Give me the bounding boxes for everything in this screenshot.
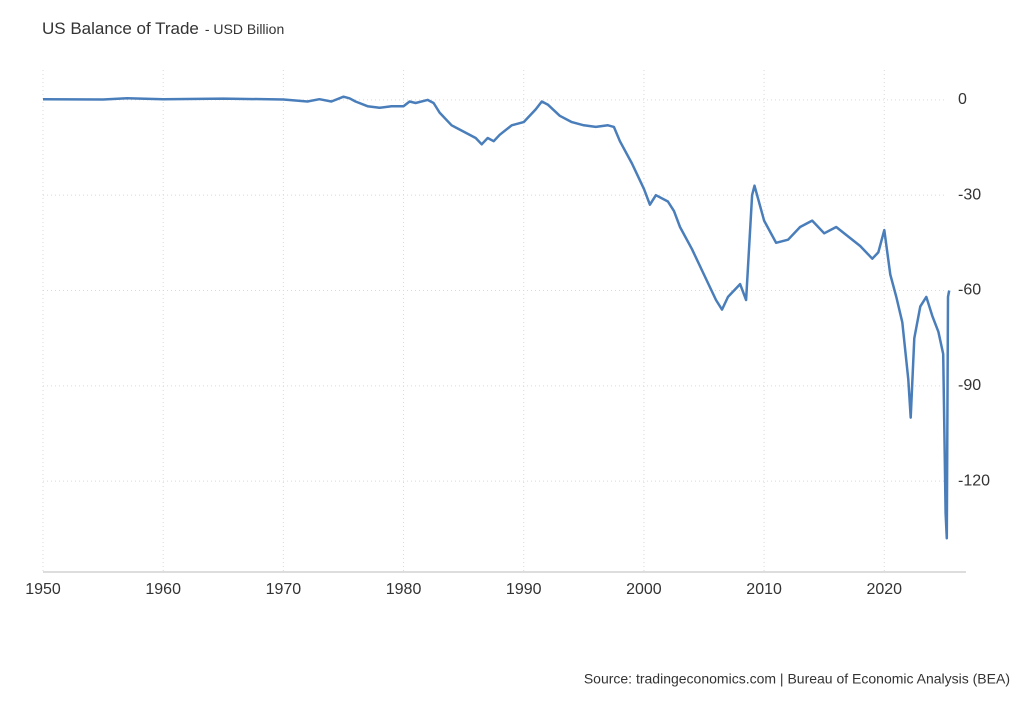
x-tick-label: 1990 bbox=[506, 581, 542, 598]
x-tick-label: 1970 bbox=[266, 581, 302, 598]
y-tick-label: -60 bbox=[958, 282, 981, 299]
x-tick-label: 1950 bbox=[25, 581, 61, 598]
x-tick-label: 2010 bbox=[746, 581, 782, 598]
title: US Balance of Trade bbox=[42, 19, 199, 38]
y-tick-label: 0 bbox=[958, 91, 967, 108]
y-tick-label: -30 bbox=[958, 186, 981, 203]
subtitle: - USD Billion bbox=[205, 21, 284, 37]
x-tick-label: 1960 bbox=[145, 581, 181, 598]
y-tick-label: -90 bbox=[958, 377, 981, 394]
y-tick-label: -120 bbox=[958, 472, 990, 489]
chart-title: US Balance of Trade - USD Billion bbox=[42, 19, 284, 38]
x-tick-label: 1980 bbox=[386, 581, 422, 598]
x-tick-label: 2020 bbox=[866, 581, 902, 598]
x-tick-label: 2000 bbox=[626, 581, 662, 598]
source: Source: tradingeconomics.com | Bureau of… bbox=[584, 671, 1010, 687]
data-line bbox=[42, 95, 951, 540]
